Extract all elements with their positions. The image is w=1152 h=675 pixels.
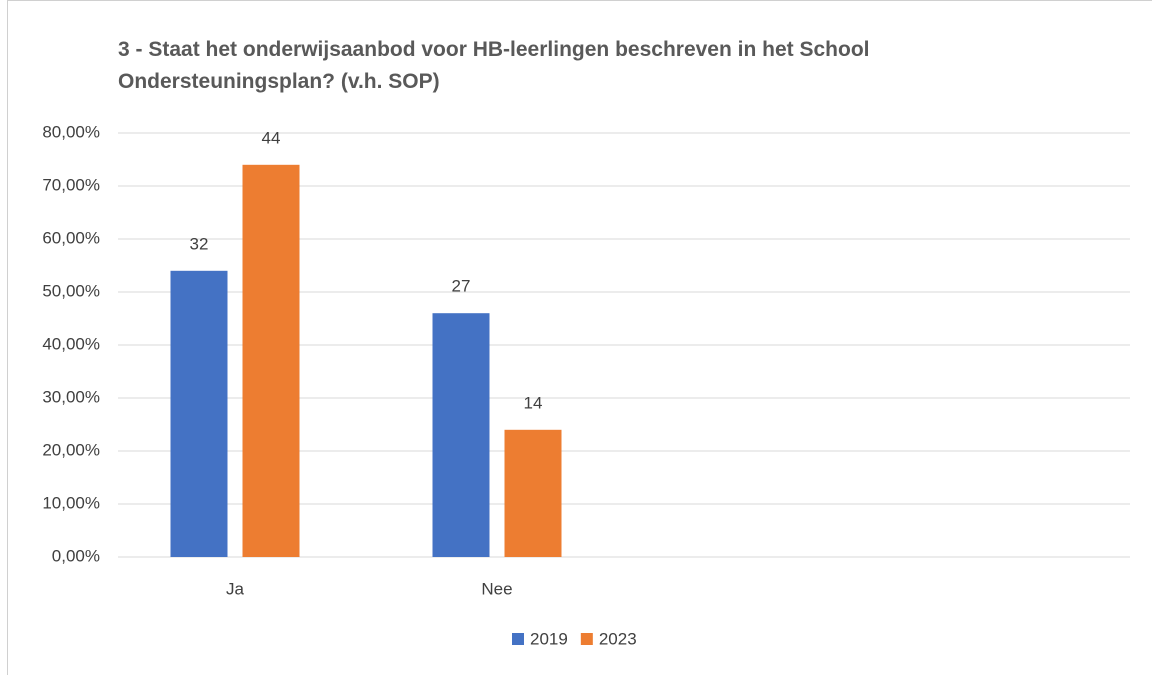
y-tick-label: 20,00% [42, 440, 100, 459]
bar [504, 429, 562, 557]
y-tick-label: 30,00% [42, 387, 100, 406]
bar [170, 270, 228, 557]
y-tick-label: 0,00% [52, 546, 100, 565]
chart-title: 3 - Staat het onderwijsaanbod voor HB-le… [118, 38, 870, 93]
y-tick-label: 50,00% [42, 281, 100, 300]
legend-label: 2019 [530, 629, 568, 648]
bar [432, 313, 490, 557]
legend-label: 2023 [599, 629, 637, 648]
x-tick-label: Nee [481, 579, 512, 598]
data-label: 44 [262, 128, 281, 147]
data-label: 27 [452, 277, 471, 296]
legend-swatch [512, 633, 524, 645]
data-label: 32 [190, 234, 209, 253]
y-tick-label: 10,00% [42, 493, 100, 512]
data-label: 14 [524, 393, 543, 412]
y-tick-label: 70,00% [42, 175, 100, 194]
bar [242, 164, 300, 558]
x-tick-label: Ja [226, 579, 245, 598]
legend-swatch [580, 633, 593, 645]
y-tick-label: 60,00% [42, 228, 100, 247]
y-tick-label: 40,00% [42, 334, 100, 353]
chart-border [7, 0, 1152, 675]
y-tick-label: 80,00% [42, 122, 100, 141]
